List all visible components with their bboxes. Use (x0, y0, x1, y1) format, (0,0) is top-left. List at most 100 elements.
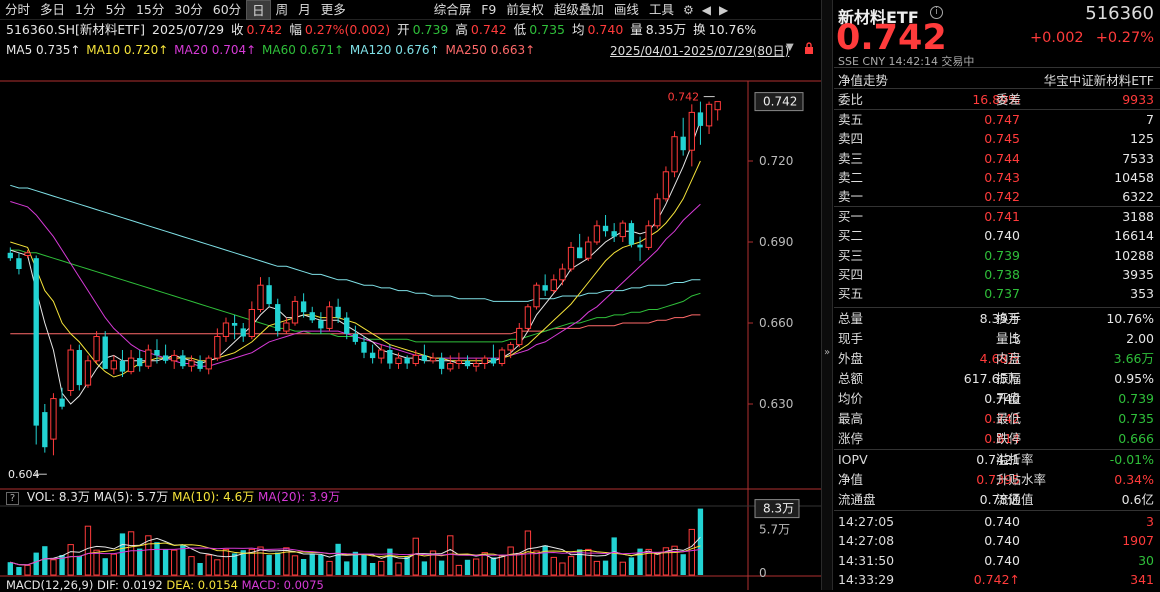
etf-label: 升贴水率 (996, 472, 1047, 487)
ask-volume: 10458 (1114, 169, 1154, 185)
period-tab[interactable]: 更多 (320, 1, 346, 17)
candle-body (395, 357, 402, 365)
stat-value: 0.666 (1118, 431, 1154, 446)
toolbar-button[interactable]: 画线 (613, 1, 639, 17)
toolbar-button[interactable]: 工具 (648, 1, 674, 17)
volume-bar (524, 530, 532, 576)
candle-body (127, 357, 135, 373)
volume-bar (309, 554, 315, 575)
candle-body (266, 285, 272, 305)
panel-splitter[interactable]: » (821, 0, 833, 590)
quote-panel: 新材料ETF i 516360 0.742 +0.002 +0.27% SSE … (834, 0, 1160, 590)
candle-body (369, 352, 376, 359)
candle-body (50, 398, 57, 440)
ma10-legend: MA10 0.720↑ (86, 43, 169, 57)
fund-code: 516360 (1085, 3, 1154, 24)
volume-bar (188, 556, 195, 576)
candle-body (335, 306, 341, 318)
macd-dif: DIF: 0.0192 (97, 578, 163, 592)
volume-bar (438, 560, 445, 575)
low-marker-label: 0.604 (8, 468, 40, 481)
etf-value: 0.6亿 (1121, 492, 1154, 507)
tick-price: 0.740 (984, 533, 1020, 549)
ask-row: 卖五 0.747 7 (834, 110, 1160, 129)
avg-label: 均 (571, 22, 585, 37)
kline-chart[interactable]: 0.720 0.690 0.660 0.630 0.742 0.742 0.604 8.3万 5… (0, 60, 821, 590)
volume-bar (24, 564, 31, 576)
volume-bar (137, 548, 143, 575)
chevron-left-icon[interactable]: ◀ (701, 2, 711, 17)
tick-price: 0.740 (984, 514, 1020, 529)
help-icon[interactable]: ? (6, 492, 19, 505)
vol-ma20: MA(20): 3.9万 (258, 490, 341, 504)
stat-value: 2.00 (1126, 331, 1154, 346)
period-tab[interactable]: 月 (298, 1, 311, 17)
stats-row: 外盘 4.68万 内盘 3.66万 (834, 349, 1160, 368)
toolbar-button[interactable]: F9 (481, 1, 497, 17)
volume-bar (481, 552, 488, 576)
stat-value: 10.76% (1106, 311, 1154, 326)
tab-full-name[interactable]: 华宝中证新材料ETF (1043, 73, 1154, 88)
current-price-label: 0.742 (763, 95, 797, 109)
bid-row: 买一 0.741 3188 (834, 207, 1160, 226)
info-icon[interactable]: i (930, 6, 943, 19)
section-divider (834, 307, 1160, 308)
candle-body (93, 336, 100, 362)
period-tab[interactable]: 30分 (174, 1, 203, 17)
bid-label: 买一 (838, 209, 864, 224)
macd-value: MACD: 0.0075 (241, 578, 324, 592)
candle-body (76, 350, 82, 386)
stats-row: 均价 0.740 开盘 0.739 (834, 389, 1160, 408)
lock-icon[interactable] (804, 42, 814, 54)
candle-body (326, 306, 333, 329)
toolbar-button[interactable]: 综合屏 (433, 1, 472, 17)
etf-row: IOPV 0.7421 溢折率 -0.01% (834, 450, 1160, 469)
price-tick-label: 0.630 (759, 397, 793, 411)
vol-ma20-line (10, 547, 701, 566)
exchange-status: SSE CNY 14:42:14 交易中 (838, 55, 975, 68)
etf-label: 溢折率 (996, 452, 1034, 467)
candle-body (154, 350, 160, 356)
period-tab[interactable]: 5分 (105, 1, 126, 17)
price-tick-label: 0.690 (759, 235, 793, 249)
volume-bar (447, 535, 454, 576)
price-tick-label: 0.660 (759, 316, 793, 330)
period-tab[interactable]: 15分 (135, 1, 165, 17)
volume-bar (472, 558, 480, 576)
collapse-arrow-icon[interactable]: » (824, 347, 831, 358)
volume-bar (637, 548, 643, 575)
stats-row: 涨停 0.814 跌停 0.666 (834, 429, 1160, 448)
section-divider (834, 510, 1160, 511)
chevron-down-icon[interactable]: ▼ (786, 42, 794, 53)
ask-price: 0.742 (984, 189, 1020, 205)
volume-bar (585, 548, 592, 576)
low-label: 低 (513, 22, 527, 37)
stat-value: 617.65万 (963, 371, 1020, 386)
period-tab[interactable]: 60分 (212, 1, 242, 17)
chevron-right-icon[interactable]: ▶ (718, 2, 729, 17)
volume-bar (680, 554, 686, 575)
volume-bar (688, 528, 695, 576)
period-tab[interactable]: 分时 (5, 1, 31, 17)
volume-bar (266, 555, 272, 575)
toolbar-button[interactable]: 超级叠加 (553, 1, 604, 17)
date-range-selector[interactable]: 2025/04/01-2025/07/29(80日) (610, 44, 790, 58)
bid-label: 买三 (838, 247, 864, 263)
period-tab[interactable]: 日 (246, 0, 271, 20)
period-tab[interactable]: 1分 (75, 1, 96, 17)
settings-gear-icon[interactable]: ⚙ (682, 2, 694, 17)
tab-nav-trend[interactable]: 净值走势 (838, 73, 889, 88)
candle-body (300, 301, 307, 313)
toolbar-button[interactable]: 前复权 (506, 1, 544, 17)
period-tab[interactable]: 周 (275, 1, 289, 17)
bid-row: 买三 0.739 10288 (834, 246, 1160, 265)
bid-row: 买四 0.738 3935 (834, 265, 1160, 284)
volume-bar (205, 554, 212, 576)
volume-bar (231, 553, 238, 575)
tick-time: 14:27:08 (838, 533, 895, 549)
volume-bar (283, 547, 290, 576)
period-tab[interactable]: 多日 (40, 1, 66, 17)
candle-body (24, 252, 31, 257)
stat-label: 换手 (996, 311, 1022, 326)
volume-bar (387, 548, 393, 575)
